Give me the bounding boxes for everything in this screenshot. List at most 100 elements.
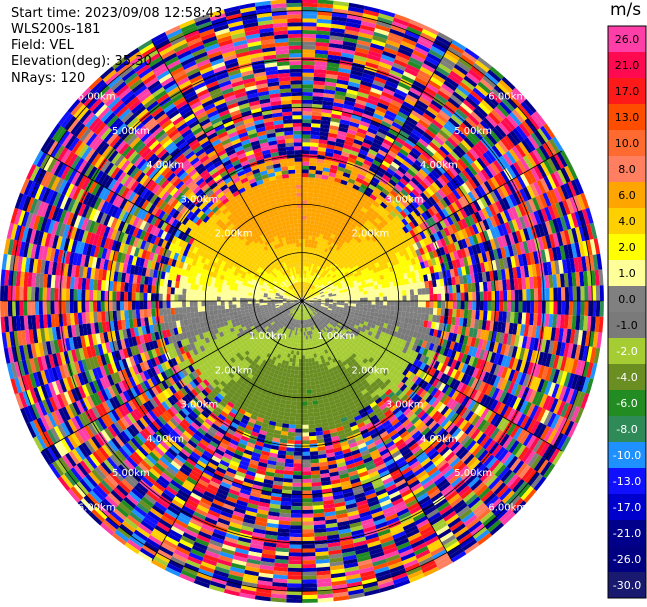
velocity-bin [344, 296, 349, 299]
velocity-bin [314, 240, 318, 245]
velocity-bin [379, 305, 384, 310]
velocity-bin [394, 13, 411, 23]
velocity-bin [352, 298, 357, 301]
velocity-bin [378, 13, 395, 22]
velocity-bin [328, 245, 333, 251]
velocity-bin [314, 53, 328, 59]
velocity-bin [506, 290, 511, 301]
velocity-bin [323, 93, 335, 99]
velocity-bin [346, 14, 363, 21]
velocity-bin [311, 107, 323, 113]
velocity-bin [312, 369, 318, 374]
velocity-bin [405, 311, 410, 318]
velocity-bin [409, 306, 415, 313]
velocity-bin [328, 132, 338, 139]
velocity-bin [421, 28, 438, 39]
velocity-bin [472, 301, 477, 311]
velocity-bin [471, 309, 476, 320]
velocity-bin [375, 292, 380, 298]
velocity-bin [381, 313, 387, 319]
velocity-bin [307, 354, 312, 359]
velocity-bin [371, 39, 386, 47]
velocity-bin [332, 8, 348, 15]
velocity-bin [335, 86, 348, 93]
velocity-bin [352, 110, 363, 117]
velocity-bin [312, 400, 319, 405]
velocity-bin [530, 288, 535, 301]
velocity-bin [352, 184, 360, 191]
velocity-bin [305, 358, 309, 363]
velocity-bin [302, 64, 315, 70]
velocity-bin [309, 451, 319, 456]
velocity-bin [360, 301, 364, 305]
velocity-bin [303, 293, 305, 298]
velocity-bin [308, 358, 312, 363]
velocity-bin [363, 307, 368, 312]
velocity-bin [292, 385, 298, 390]
velocity-bin [302, 486, 312, 491]
velocity-bin [386, 305, 391, 311]
velocity-bin [456, 284, 461, 293]
velocity-bin [379, 124, 390, 132]
velocity-bin [576, 301, 581, 316]
velocity-bin [349, 121, 360, 128]
velocity-bin [398, 81, 411, 91]
velocity-bin [332, 185, 340, 191]
velocity-bin [369, 145, 380, 153]
velocity-bin [412, 49, 427, 60]
velocity-bin [302, 68, 315, 73]
velocity-bin [468, 301, 473, 310]
velocity-bin [302, 529, 315, 534]
velocity-bin [366, 98, 379, 106]
velocity-bin [400, 104, 413, 114]
velocity-bin [514, 289, 519, 301]
velocity-bin [463, 283, 469, 293]
velocity-bin [361, 142, 372, 149]
velocity-bin [308, 431, 317, 437]
velocity-bin [286, 594, 302, 600]
velocity-bin [304, 254, 307, 259]
velocity-bin [318, 139, 328, 145]
velocity-bin [363, 138, 373, 146]
velocity-bin [441, 301, 446, 309]
velocity-bin [405, 306, 411, 313]
velocity-bin [325, 70, 339, 76]
velocity-bin [584, 301, 589, 316]
velocity-bin [317, 225, 322, 230]
velocity-bin [366, 152, 376, 160]
velocity-bin [356, 156, 365, 164]
velocity-bin [302, 211, 307, 216]
velocity-bin [305, 235, 309, 240]
velocity-bin [580, 301, 585, 316]
velocity-bin [302, 200, 308, 205]
velocity-bin [335, 194, 343, 200]
velocity-bin [325, 236, 331, 241]
velocity-bin [302, 30, 317, 35]
velocity-bin [307, 196, 313, 201]
velocity-bin [310, 271, 314, 276]
velocity-bin [287, 575, 302, 580]
velocity-bin [304, 343, 307, 348]
velocity-bin [400, 40, 416, 50]
velocity-bin [318, 193, 325, 199]
velocity-bin [302, 359, 306, 363]
velocity-bin [302, 45, 316, 50]
velocity-bin [316, 26, 331, 32]
velocity-bin [483, 291, 488, 301]
velocity-bin [302, 146, 311, 151]
velocity-bin [425, 294, 430, 301]
velocity-bin [308, 416, 315, 421]
velocity-bin [310, 130, 320, 136]
velocity-bin [367, 304, 372, 309]
velocity-bin [426, 52, 442, 63]
velocity-bin [456, 309, 461, 318]
velocity-bin [289, 412, 297, 417]
velocity-bin [324, 191, 332, 197]
velocity-bin [322, 198, 330, 204]
velocity-bin [294, 432, 302, 437]
velocity-bin [429, 301, 434, 308]
velocity-bin [336, 170, 344, 176]
velocity-bin [313, 256, 317, 261]
velocity-bin [359, 307, 364, 311]
velocity-bin [361, 180, 370, 187]
